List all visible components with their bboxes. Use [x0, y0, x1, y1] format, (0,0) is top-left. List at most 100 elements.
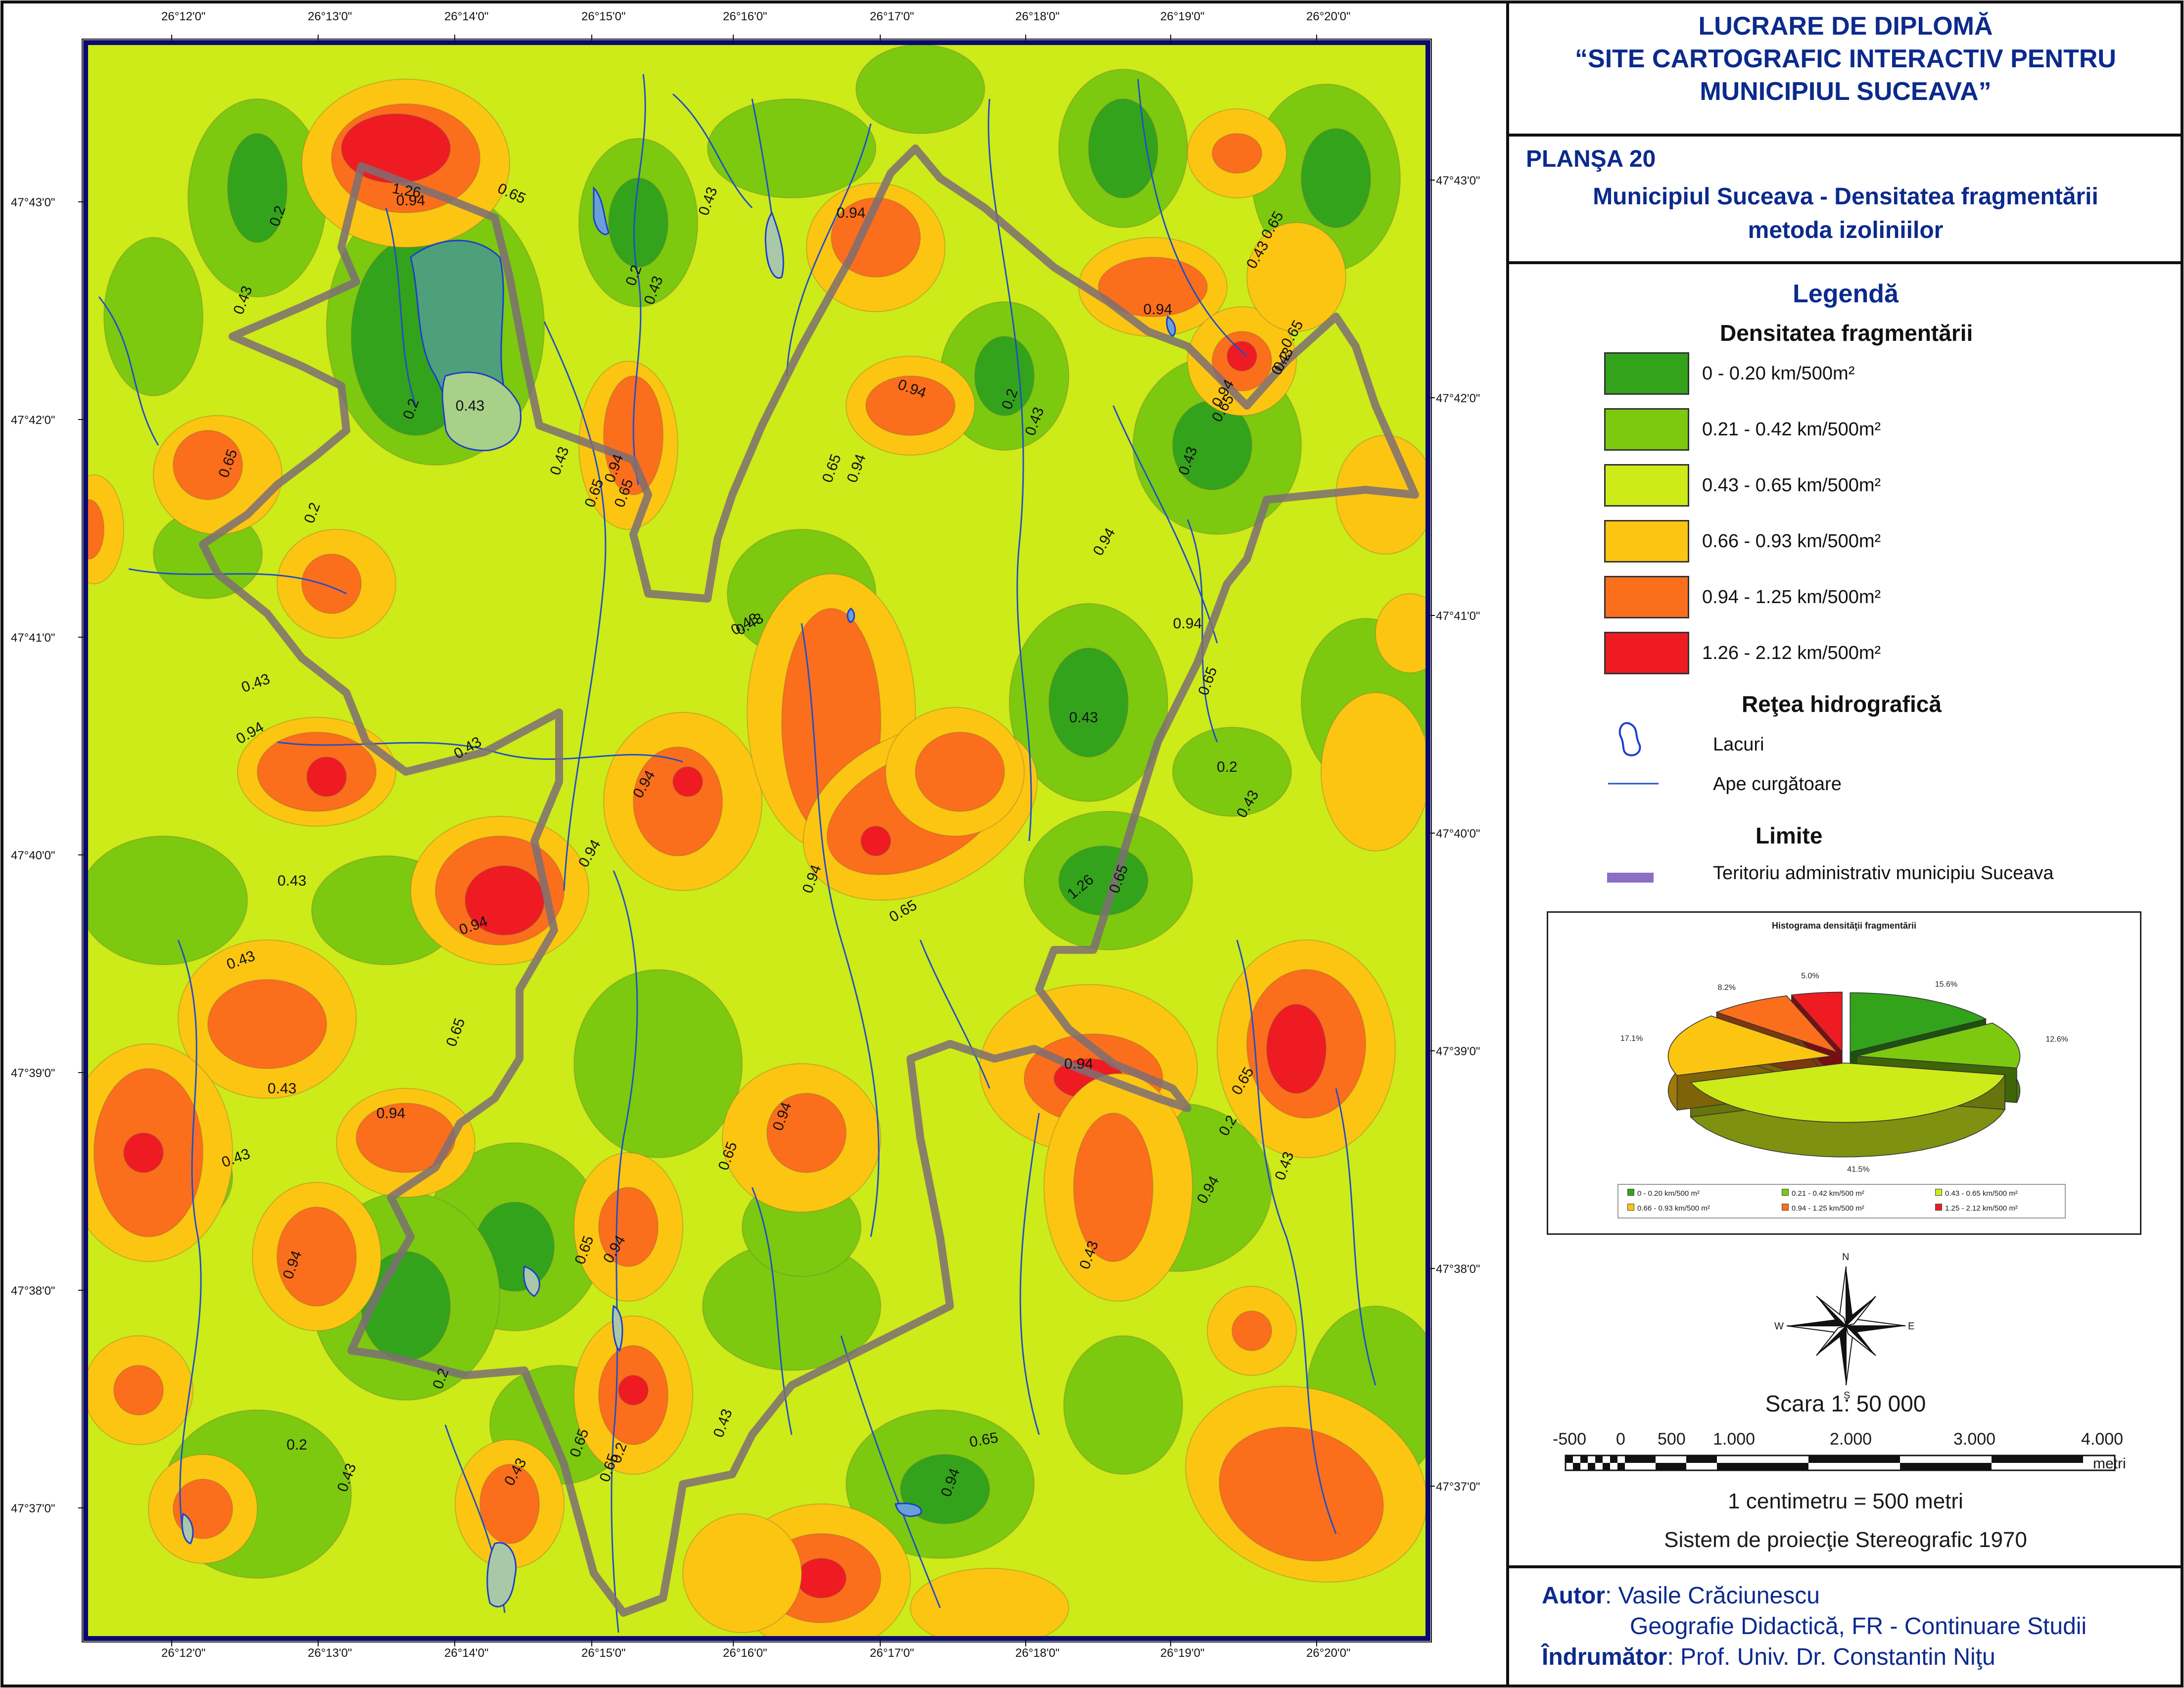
density-zone — [598, 1187, 659, 1267]
density-zone — [766, 1093, 847, 1173]
compass-w: W — [1774, 1321, 1784, 1332]
legend-swatch-class-1 — [1604, 352, 1689, 395]
legend-swatch-class-6 — [1604, 632, 1689, 674]
scale-segment — [1992, 1455, 2083, 1463]
density-zone — [1321, 692, 1428, 851]
lake — [895, 1502, 922, 1517]
legend-swatch-class-2 — [1604, 408, 1689, 451]
density-zone — [1301, 128, 1371, 228]
latitude-labels-right: 47°43'0" 47°42'0" 47°41'0" 47°40'0" 47°3… — [1433, 0, 1507, 1688]
density-zone — [301, 554, 362, 614]
limits-heading: Limite — [1756, 823, 1823, 848]
compass-s: S — [1844, 1390, 1851, 1401]
plate-number: PLANŞA 20 — [1526, 146, 1656, 172]
pie-legend-item: 0.43 - 0.65 km/500 m² — [1935, 1189, 2018, 1198]
pie-legend-label: 0.94 - 1.25 km/500 m² — [1792, 1204, 1864, 1213]
scale-segment — [1588, 1463, 1595, 1470]
density-zone — [1172, 727, 1292, 817]
river — [1236, 939, 1337, 1534]
lon-label: 26°20'0" — [1306, 10, 1351, 23]
advisor-name: : Prof. Univ. Dr. Constantin Niţu — [1667, 1644, 1995, 1670]
pie-legend-item: 0.66 - 0.93 km/500 m² — [1627, 1204, 1710, 1213]
hydro-heading: Reţea hidrografică — [1742, 691, 1942, 717]
lon-label: 26°15'0" — [581, 1646, 626, 1660]
lat-label: 47°40'0" — [1436, 827, 1480, 841]
map-outer-border — [82, 39, 1432, 1642]
density-zone — [1098, 257, 1208, 317]
scale-segment — [1595, 1455, 1603, 1463]
density-zone — [672, 766, 703, 797]
lon-label: 26°15'0" — [581, 10, 626, 23]
lon-label: 26°12'0" — [161, 1646, 206, 1660]
density-zone — [86, 836, 248, 965]
density-zone — [306, 756, 347, 797]
scale-tick: 0 — [1616, 1430, 1625, 1449]
river — [672, 93, 753, 209]
pie-slice — [1690, 1062, 2006, 1123]
pie-legend-label: 0.21 - 0.42 km/500 m² — [1792, 1189, 1864, 1198]
legend-label-class-4: 0.66 - 0.93 km/500m² — [1702, 531, 1881, 552]
lon-label: 26°18'0" — [1015, 1646, 1060, 1660]
isoline-label: 0.2 — [286, 1437, 307, 1453]
pie-legend: 0 - 0.20 km/500 m² 0.21 - 0.42 km/500 m²… — [1617, 1184, 2066, 1219]
boundary-symbol — [1607, 873, 1654, 883]
graticule-ticks — [78, 35, 1435, 1646]
lat-label: 47°37'0" — [11, 1502, 55, 1515]
river — [128, 568, 347, 595]
lon-label: 26°18'0" — [1015, 10, 1060, 23]
legend-label-class-5: 0.94 - 1.25 km/500m² — [1702, 587, 1881, 608]
pie-value-label: 17.1% — [1620, 1034, 1643, 1043]
density-zone — [1227, 341, 1257, 372]
title-line-1: LUCRARE DE DIPLOMĂ — [1698, 12, 1993, 41]
lon-label: 26°14'0" — [444, 10, 489, 23]
density-zone — [1073, 1113, 1153, 1262]
density-zone — [910, 1568, 1069, 1639]
density-zone — [1246, 222, 1346, 332]
scale-text: Scara 1: 50 000 — [1765, 1391, 1926, 1416]
boundary-label: Teritoriu administrativ municipiu Suceav… — [1713, 863, 2054, 884]
pie-legend-item: 1.25 - 2.12 km/500 m² — [1935, 1204, 2018, 1213]
author-program: Geografie Didactică, FR - Continuare Stu… — [1630, 1613, 2087, 1640]
rivers-label: Ape curgătoare — [1713, 774, 1842, 795]
density-heading: Densitatea fragmentării — [1720, 320, 1973, 346]
legend-label-class-6: 1.26 - 2.12 km/500m² — [1702, 643, 1881, 663]
lat-label: 47°38'0" — [11, 1284, 55, 1298]
title-block: LUCRARE DE DIPLOMĂ “SITE CARTOGRAFIC INT… — [1509, 10, 2182, 134]
density-zone — [796, 1558, 847, 1598]
pie-slice — [1850, 992, 1987, 1053]
pie-slice — [1667, 1015, 1832, 1076]
pie-legend-swatch — [1935, 1204, 1942, 1211]
isoline-label: 0.2 — [1217, 759, 1237, 775]
plate-subtitle: metoda izoliniilor — [1748, 217, 1944, 243]
river — [1019, 1113, 1040, 1435]
lat-label: 47°41'0" — [1436, 610, 1480, 623]
legend: Legendă Densitatea fragmentării 0 - 0.20… — [1509, 264, 2182, 907]
scale-segment — [1686, 1455, 1717, 1463]
advisor-label: Îndrumător — [1542, 1644, 1667, 1670]
pie-value-label: 5.0% — [1801, 972, 1819, 980]
river — [1187, 519, 1218, 743]
histogram-chart: Histograma densităţii fragmentării 15.6%… — [1547, 911, 2141, 1235]
lake — [764, 211, 784, 279]
lat-label: 47°41'0" — [11, 631, 55, 645]
isoline-label: 0.94 — [1064, 1056, 1093, 1072]
legend-swatch-class-3 — [1604, 464, 1689, 507]
pie-legend-label: 1.25 - 2.12 km/500 m² — [1945, 1204, 2018, 1213]
pie-legend-label: 0.66 - 0.93 km/500 m² — [1637, 1204, 1710, 1213]
density-zone — [573, 969, 743, 1158]
pie-value-label: 8.2% — [1717, 984, 1735, 992]
lake — [593, 186, 610, 235]
lon-label: 26°17'0" — [870, 1646, 914, 1660]
author-name: : Vasile Crăciunescu — [1605, 1583, 1820, 1609]
isoline-label: 0.43 — [268, 1080, 296, 1097]
density-zone — [1212, 133, 1262, 174]
scale-segment — [1808, 1455, 1900, 1463]
river — [1137, 79, 1247, 357]
map-neatline — [83, 40, 1430, 1641]
pie-chart-svg: 15.6% 12.6% 41.5% 17.1% 8.2% 5.0% — [1620, 972, 2068, 1173]
lat-label: 47°42'0" — [11, 414, 55, 427]
lake — [523, 1266, 540, 1297]
lat-label: 47°42'0" — [1436, 392, 1480, 405]
legend-label-class-2: 0.21 - 0.42 km/500m² — [1702, 419, 1881, 440]
